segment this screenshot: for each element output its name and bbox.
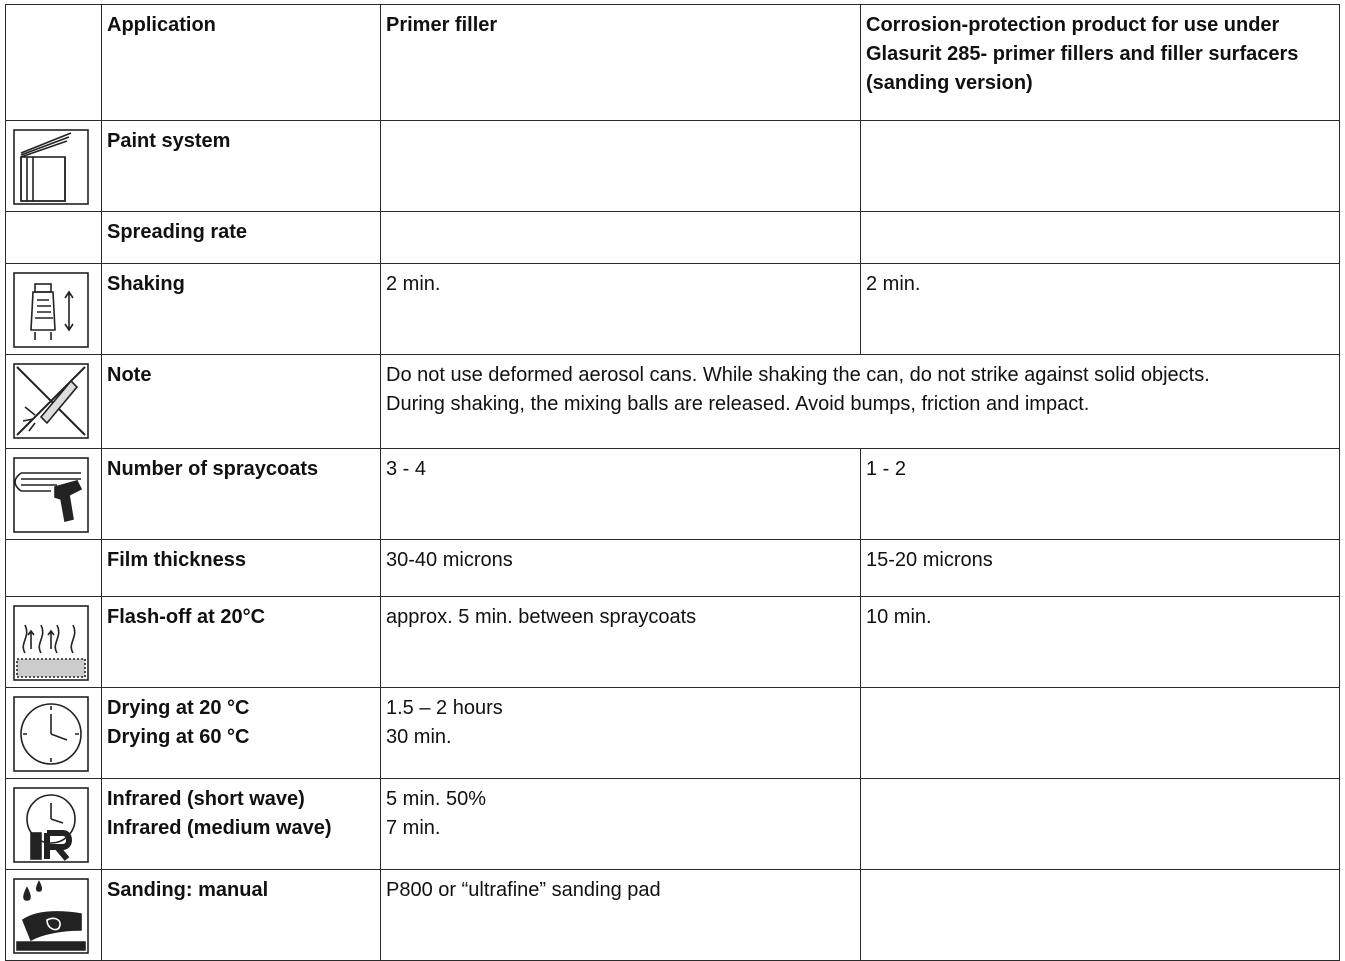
row-label: Note xyxy=(101,354,381,449)
corrosion-value xyxy=(860,778,1340,870)
table-row: Sanding: manual P800 or “ultrafine” sand… xyxy=(5,869,1340,961)
primer-value: P800 or “ultrafine” sanding pad xyxy=(380,869,861,961)
table-row: Paint system xyxy=(5,120,1340,212)
icon-cell xyxy=(5,211,102,264)
table-row: Flash-off at 20°C approx. 5 min. between… xyxy=(5,596,1340,688)
icon-cell xyxy=(5,596,102,688)
manual-sanding-icon xyxy=(11,876,91,956)
note-text: Do not use deformed aerosol cans. While … xyxy=(380,354,1340,449)
corrosion-value: 2 min. xyxy=(860,263,1340,355)
primer-value xyxy=(380,120,861,212)
row-label: Drying at 20 °C Drying at 60 °C xyxy=(101,687,381,779)
note-warning-icon xyxy=(11,361,91,441)
icon-cell xyxy=(5,448,102,540)
table-row: Number of spraycoats 3 - 4 1 - 2 xyxy=(5,448,1340,540)
row-label: Infrared (short wave) Infrared (medium w… xyxy=(101,778,381,870)
row-label: Shaking xyxy=(101,263,381,355)
icon-cell xyxy=(5,539,102,597)
row-label: Number of spraycoats xyxy=(101,448,381,540)
infrared-clock-icon xyxy=(11,785,91,865)
header-icon-cell xyxy=(5,4,102,121)
icon-cell xyxy=(5,354,102,449)
corrosion-value: 1 - 2 xyxy=(860,448,1340,540)
row-label: Spreading rate xyxy=(101,211,381,264)
table-row: Drying at 20 °C Drying at 60 °C 1.5 – 2 … xyxy=(5,687,1340,779)
primer-value: 5 min. 50% 7 min. xyxy=(380,778,861,870)
table-row: Note Do not use deformed aerosol cans. W… xyxy=(5,354,1340,449)
row-label: Flash-off at 20°C xyxy=(101,596,381,688)
header-application: Application xyxy=(101,4,381,121)
table-row: Shaking 2 min. 2 min. xyxy=(5,263,1340,355)
technical-data-table: Application Primer filler Corrosion-prot… xyxy=(5,4,1340,961)
primer-value xyxy=(380,211,861,264)
clock-icon xyxy=(11,694,91,774)
corrosion-value: 15-20 microns xyxy=(860,539,1340,597)
row-label: Film thickness xyxy=(101,539,381,597)
primer-value: approx. 5 min. between spraycoats xyxy=(380,596,861,688)
icon-cell xyxy=(5,869,102,961)
flash-off-icon xyxy=(11,603,91,683)
row-label: Paint system xyxy=(101,120,381,212)
header-row: Application Primer filler Corrosion-prot… xyxy=(5,4,1340,121)
header-corrosion-protection: Corrosion-protection product for use und… xyxy=(860,4,1340,121)
icon-cell xyxy=(5,120,102,212)
icon-cell xyxy=(5,687,102,779)
primer-value: 1.5 – 2 hours 30 min. xyxy=(380,687,861,779)
primer-value: 2 min. xyxy=(380,263,861,355)
row-label: Sanding: manual xyxy=(101,869,381,961)
corrosion-value xyxy=(860,687,1340,779)
primer-value: 3 - 4 xyxy=(380,448,861,540)
header-primer-filler: Primer filler xyxy=(380,4,861,121)
corrosion-value xyxy=(860,211,1340,264)
paint-system-icon xyxy=(11,127,91,207)
corrosion-value xyxy=(860,869,1340,961)
corrosion-value xyxy=(860,120,1340,212)
icon-cell xyxy=(5,263,102,355)
primer-value: 30-40 microns xyxy=(380,539,861,597)
table-row: Infrared (short wave) Infrared (medium w… xyxy=(5,778,1340,870)
table-row: Spreading rate xyxy=(5,211,1340,264)
spray-gun-icon xyxy=(11,455,91,535)
table-row: Film thickness 30-40 microns 15-20 micro… xyxy=(5,539,1340,597)
icon-cell xyxy=(5,778,102,870)
shaking-icon xyxy=(11,270,91,350)
corrosion-value: 10 min. xyxy=(860,596,1340,688)
